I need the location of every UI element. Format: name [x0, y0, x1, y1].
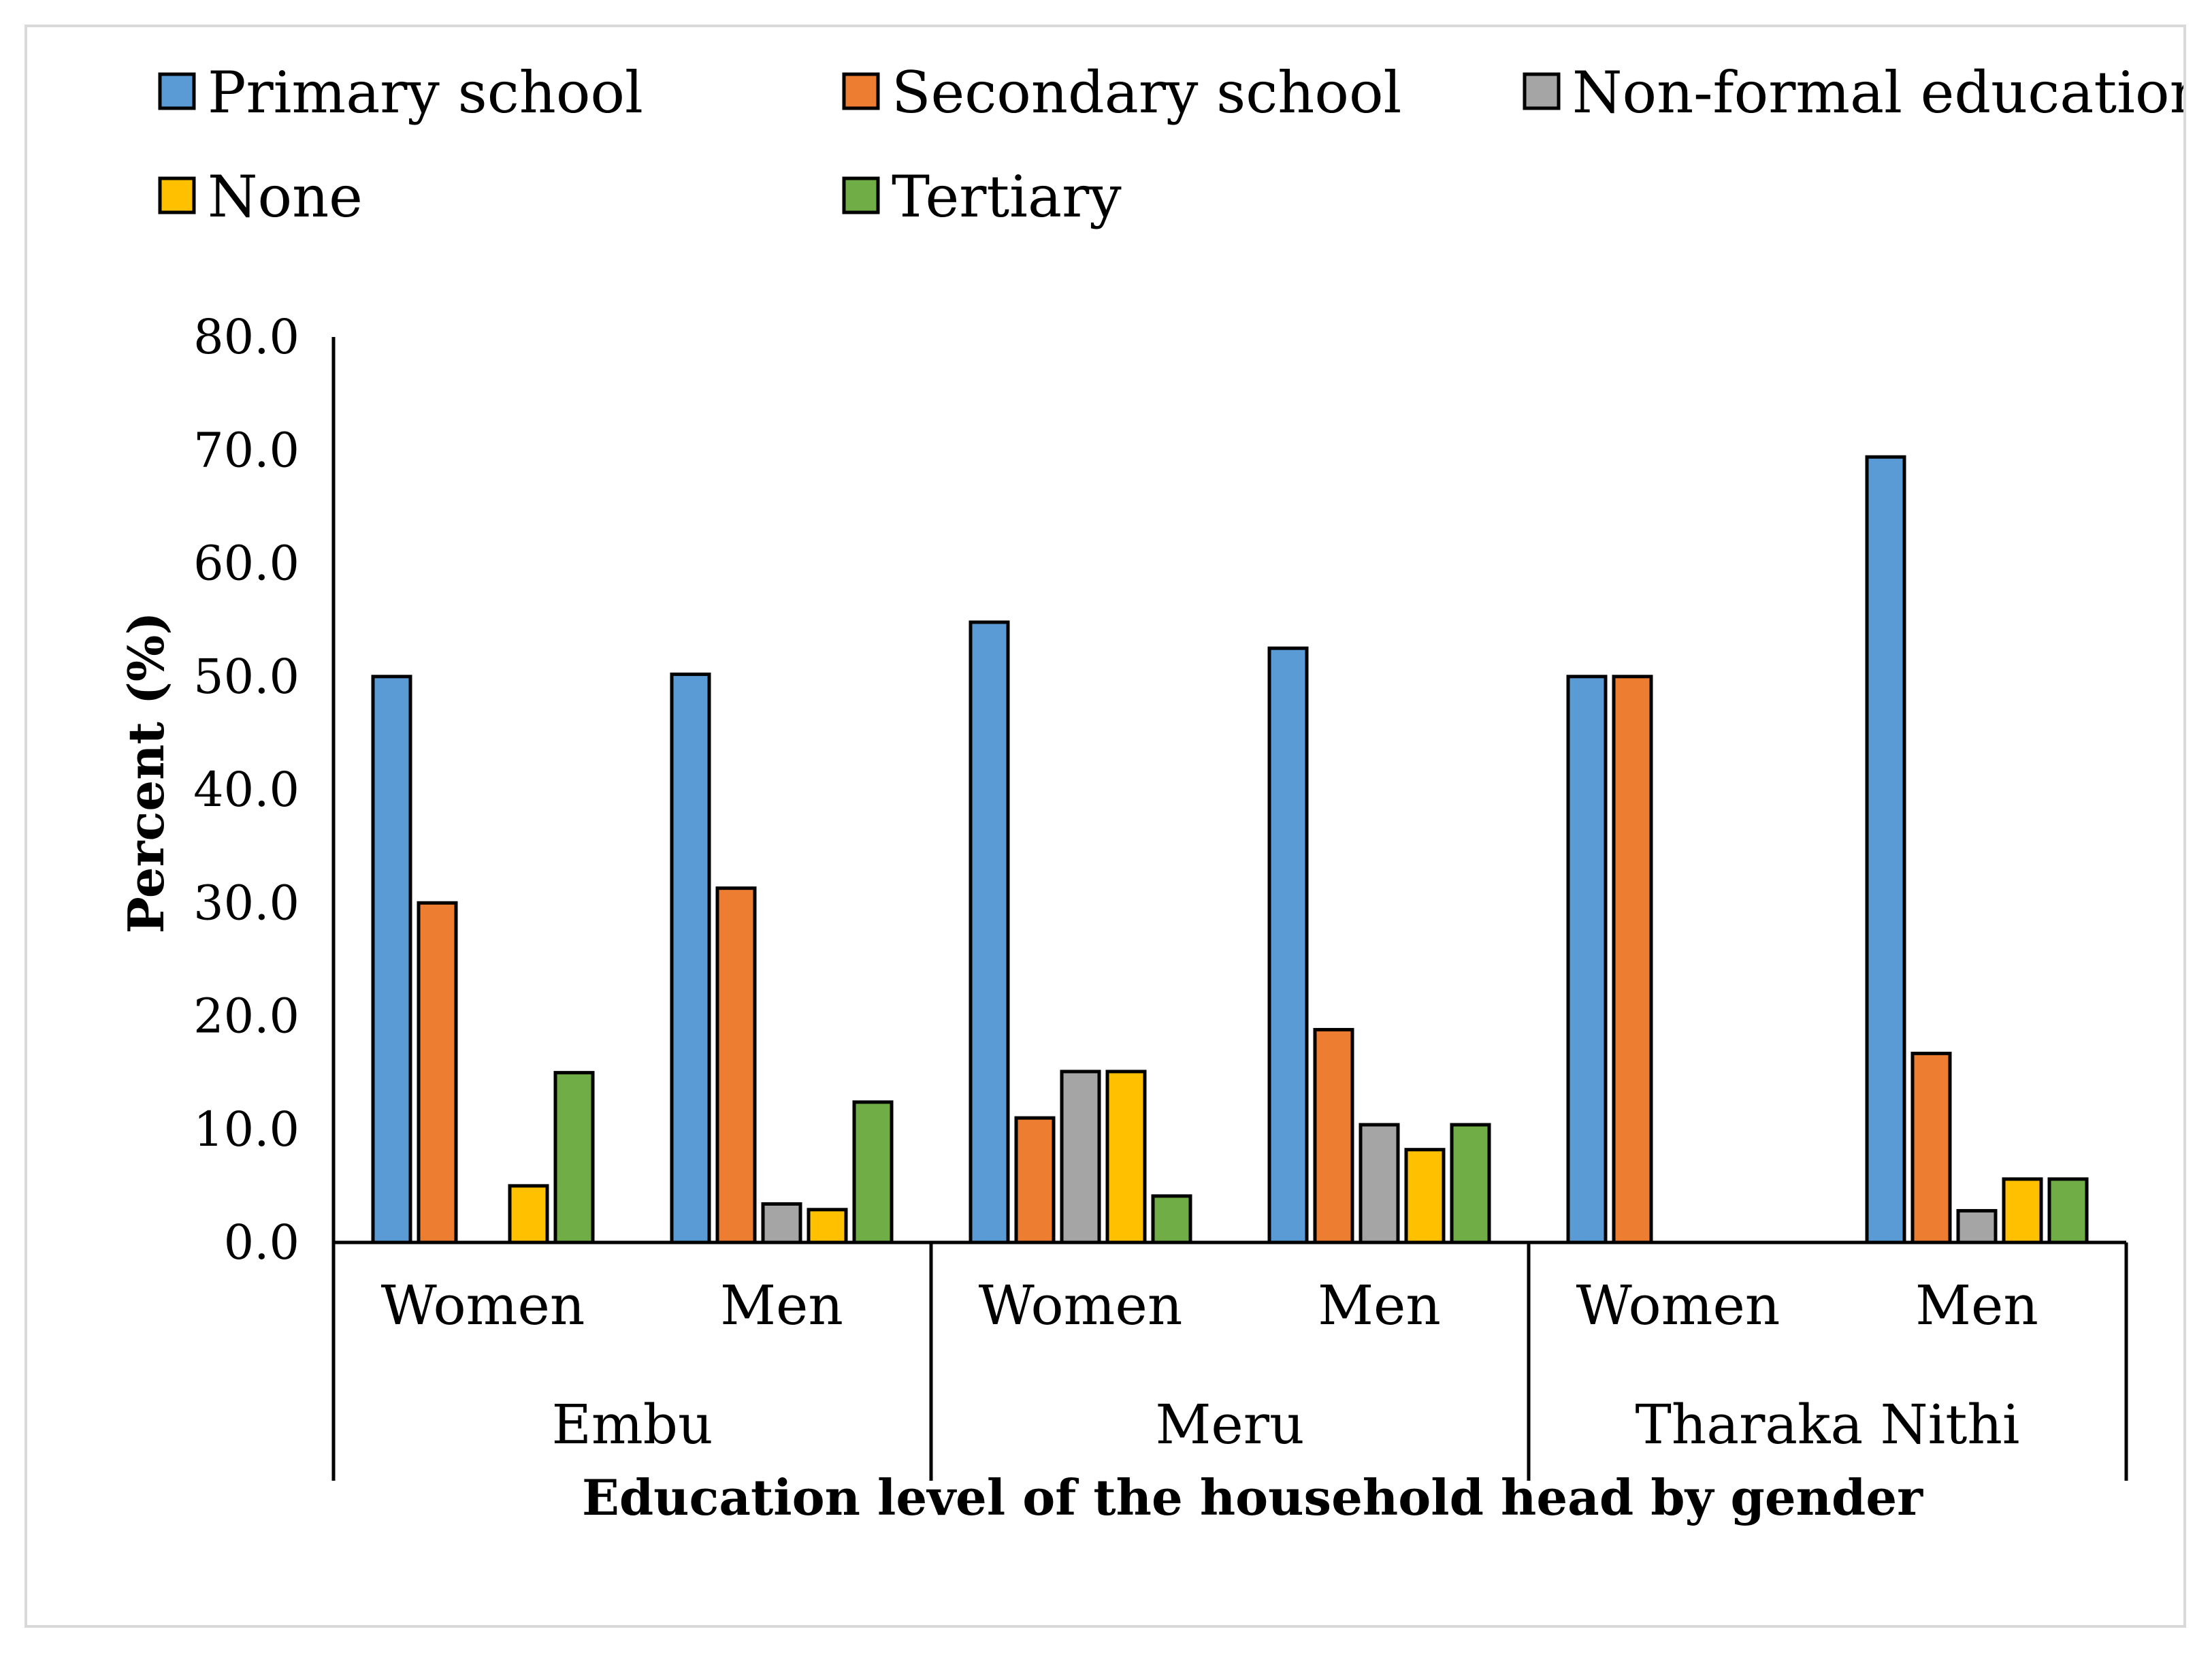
legend-swatch-non-formal-education [1523, 72, 1561, 110]
y-tick-label: 30.0 [193, 875, 299, 931]
legend-label-none: None [208, 163, 363, 230]
bar-tertiary-meru-women [1151, 1194, 1192, 1244]
y-axis-title: Percent (%) [117, 612, 175, 934]
bar-secondary-school-meru-men [1313, 1027, 1354, 1244]
bar-none-tharaka-nithi-men [2002, 1177, 2043, 1244]
x-subcategory-label: Men [1915, 1274, 2038, 1337]
legend: Primary school Secondary school Non-formal… [158, 59, 2183, 230]
x-subcategory-label: Women [1576, 1274, 1780, 1337]
bar-tertiary-tharaka-nithi-men [2047, 1177, 2089, 1244]
legend-label-secondary-school: Secondary school [892, 59, 1401, 126]
y-tick-label: 20.0 [193, 989, 299, 1044]
legend-swatch-primary-school [158, 72, 196, 110]
legend-swatch-tertiary [842, 176, 880, 214]
bars [371, 455, 2089, 1244]
x-subcategory-label: Men [1318, 1274, 1441, 1337]
y-tick-label: 0.0 [224, 1215, 299, 1270]
bar-primary-school-tharaka-nithi-women [1566, 675, 1608, 1244]
chart-frame: Primary school Secondary school Non-formal… [25, 25, 2186, 1628]
bar-secondary-school-tharaka-nithi-men [1910, 1051, 1952, 1244]
bar-chart: Primary school Secondary school Non-formal… [117, 59, 2183, 1526]
bar-secondary-school-embu-women [417, 901, 458, 1244]
legend-label-primary-school: Primary school [208, 59, 643, 126]
legend-item-primary-school: Primary school [158, 59, 643, 126]
y-tick-label: 50.0 [193, 649, 299, 705]
y-tick-label: 60.0 [193, 536, 299, 592]
x-subcategory-label: Women [381, 1274, 585, 1337]
bar-none-embu-women [508, 1184, 549, 1244]
bar-tertiary-meru-men [1450, 1123, 1491, 1244]
bar-non-formal-education-meru-women [1060, 1070, 1101, 1244]
bar-secondary-school-tharaka-nithi-women [1612, 675, 1653, 1244]
x-subcategory-label: Women [979, 1274, 1183, 1337]
bar-secondary-school-meru-women [1014, 1116, 1056, 1244]
bar-none-meru-men [1404, 1148, 1446, 1244]
bar-none-embu-men [807, 1208, 848, 1244]
bar-non-formal-education-tharaka-nithi-men [1956, 1208, 1998, 1244]
legend-item-secondary-school: Secondary school [842, 59, 1401, 126]
legend-swatch-none [158, 176, 196, 214]
legend-label-non-formal-education: Non-formal education [1572, 59, 2183, 126]
bar-tertiary-embu-women [553, 1071, 595, 1244]
bar-none-meru-women [1105, 1070, 1147, 1244]
bar-secondary-school-embu-men [715, 886, 757, 1244]
bar-tertiary-embu-men [852, 1100, 894, 1244]
bar-non-formal-education-embu-men [761, 1202, 802, 1244]
legend-item-none: None [158, 163, 363, 230]
y-tick-label: 40.0 [193, 762, 299, 818]
legend-item-tertiary: Tertiary [842, 163, 1122, 230]
x-group-label-meru: Meru [1155, 1393, 1304, 1456]
x-group-label-tharaka-nithi: Tharaka Nithi [1636, 1393, 2020, 1456]
y-tick-label: 10.0 [193, 1102, 299, 1157]
x-axis-title: Education level of the household head by… [582, 1468, 1923, 1526]
y-axis: 0.0 10.0 20.0 30.0 40.0 50.0 60.0 70.0 80.0 [193, 309, 336, 1481]
bar-primary-school-meru-women [969, 620, 1010, 1244]
bar-primary-school-meru-men [1267, 646, 1309, 1244]
legend-item-non-formal-education: Non-formal education [1523, 59, 2183, 126]
y-tick-label: 80.0 [193, 309, 299, 365]
x-group-label-embu: Embu [552, 1393, 713, 1456]
legend-label-tertiary: Tertiary [892, 163, 1122, 230]
bar-primary-school-tharaka-nithi-men [1865, 455, 1906, 1244]
legend-swatch-secondary-school [842, 72, 880, 110]
bar-primary-school-embu-women [371, 675, 412, 1244]
x-subcategory-label: Men [720, 1274, 843, 1337]
bar-non-formal-education-meru-men [1359, 1123, 1400, 1244]
y-tick-label: 70.0 [193, 422, 299, 478]
bar-primary-school-embu-men [670, 672, 711, 1244]
